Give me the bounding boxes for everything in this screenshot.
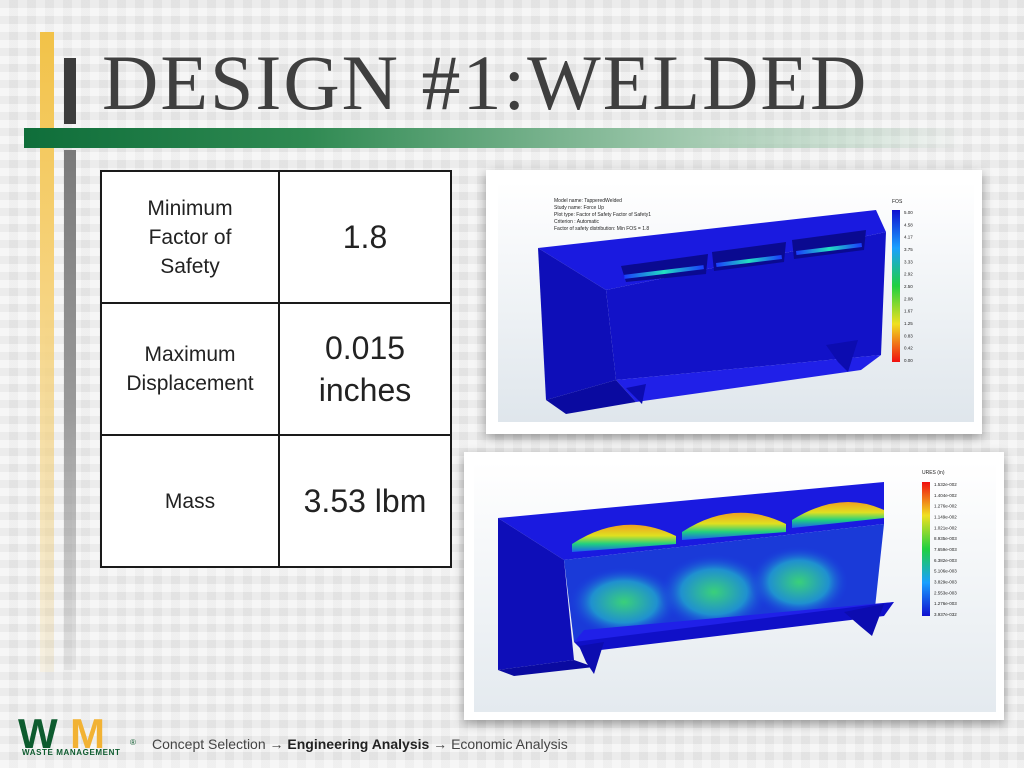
ures-legend-ticks: 1.532e-002 1.404e-002 1.276e-002 1.149e-002… bbox=[934, 482, 957, 617]
fos-info-line: Plot type: Factor of Safety Factor of Sa… bbox=[554, 212, 651, 218]
logo-letter-m: M bbox=[70, 712, 103, 757]
ures-color-bar bbox=[922, 482, 930, 616]
breadcrumb-concept-selection: Concept Selection bbox=[152, 736, 266, 752]
footer-breadcrumb: Concept Selection → Engineering Analysis… bbox=[152, 736, 568, 752]
legend-tick-label: 8.935e-003 bbox=[934, 536, 957, 541]
fos-info-line: Model name: TapperedWelded bbox=[554, 198, 622, 204]
legend-tick-label: 0.00 bbox=[904, 358, 913, 363]
waste-management-logo: W M bbox=[18, 712, 106, 757]
results-table: Minimum Factor of Safety 1.8 Maximum Dis… bbox=[100, 170, 452, 568]
fos-info-text: Model name: TapperedWelded Study name: F… bbox=[554, 198, 651, 232]
accent-bar-dark bbox=[64, 58, 76, 124]
legend-tick-label: 6.382e-003 bbox=[934, 558, 957, 563]
min-fos-value: 1.8 bbox=[278, 170, 452, 304]
logo-company-name: WASTE MANAGEMENT bbox=[22, 748, 121, 757]
legend-tick-label: 1.021e-002 bbox=[934, 525, 957, 530]
table-row: Maximum Displacement 0.015 inches bbox=[100, 302, 452, 436]
legend-tick-label: 1.532e-002 bbox=[934, 482, 957, 487]
fos-plot-image: Model name: TapperedWelded Study name: F… bbox=[486, 170, 982, 434]
legend-tick-label: 3.75 bbox=[904, 247, 913, 252]
legend-tick-label: 0.83 bbox=[904, 333, 913, 338]
legend-tick-label: 2.08 bbox=[904, 296, 913, 301]
legend-tick-label: 3.829e-003 bbox=[934, 580, 957, 585]
breadcrumb-engineering-analysis: Engineering Analysis bbox=[287, 736, 430, 752]
legend-tick-label: 3.33 bbox=[904, 259, 913, 264]
legend-tick-label: 2.92 bbox=[904, 272, 913, 277]
table-row: Mass 3.53 lbm bbox=[100, 434, 452, 568]
fos-info-line: Study name: Force Up bbox=[554, 205, 604, 211]
title-underline bbox=[24, 128, 964, 148]
fos-legend-ticks: 5.00 4.58 4.17 3.75 3.33 2.92 2.50 2.08 1.67 1.25… bbox=[904, 210, 913, 363]
accent-bar-yellow bbox=[40, 32, 54, 672]
max-displacement-value: 0.015 inches bbox=[278, 302, 452, 436]
accent-bar-grey bbox=[64, 150, 76, 670]
legend-tick-label: 1.276e-002 bbox=[934, 504, 957, 509]
mass-value: 3.53 lbm bbox=[278, 434, 452, 568]
legend-tick-label: 7.659e-003 bbox=[934, 547, 957, 552]
fos-part-model bbox=[538, 210, 886, 414]
arrow-right-icon: → bbox=[433, 736, 448, 752]
ures-plot-image: URES (in) 1.532e-002 1.404e-002 1.276e-002… bbox=[464, 452, 1004, 720]
mass-label: Mass bbox=[100, 434, 280, 568]
ures-legend: URES (in) 1.532e-002 1.404e-002 1.276e-002… bbox=[922, 470, 957, 617]
ures-part-model bbox=[498, 482, 894, 676]
fos-color-bar bbox=[892, 210, 900, 362]
legend-tick-label: 1.276e-003 bbox=[934, 601, 957, 606]
legend-tick-label: 5.00 bbox=[904, 210, 913, 215]
min-fos-label: Minimum Factor of Safety bbox=[100, 170, 280, 304]
legend-tick-label: 1.404e-002 bbox=[934, 493, 957, 498]
registered-mark: ® bbox=[130, 738, 136, 747]
legend-tick-label: 4.58 bbox=[904, 222, 913, 227]
legend-tick-label: 5.106e-003 bbox=[934, 569, 957, 574]
fos-legend-title: FOS bbox=[892, 199, 903, 205]
legend-tick-label: 3.937e-032 bbox=[934, 612, 957, 617]
legend-tick-label: 1.149e-002 bbox=[934, 515, 957, 520]
slide-title: DESIGN #1:WELDED bbox=[102, 39, 869, 126]
fos-info-line: Factor of safety distribution: Min FOS =… bbox=[554, 226, 649, 232]
max-displacement-label: Maximum Displacement bbox=[100, 302, 280, 436]
legend-tick-label: 1.25 bbox=[904, 321, 913, 326]
fos-legend: FOS 5.00 4.58 4.17 3.75 3.33 2.92 2.50 2.08 1.67… bbox=[892, 199, 913, 363]
legend-tick-label: 0.42 bbox=[904, 346, 913, 351]
legend-tick-label: 2.553e-003 bbox=[934, 590, 957, 595]
legend-tick-label: 2.50 bbox=[904, 284, 913, 289]
logo-letter-w: W bbox=[18, 712, 58, 757]
legend-tick-label: 4.17 bbox=[904, 235, 913, 240]
fos-info-line: Criterion : Automatic bbox=[554, 219, 600, 225]
arrow-right-icon: → bbox=[269, 736, 284, 752]
table-row: Minimum Factor of Safety 1.8 bbox=[100, 170, 452, 304]
ures-legend-title: URES (in) bbox=[922, 470, 945, 476]
breadcrumb-economic-analysis: Economic Analysis bbox=[451, 736, 568, 752]
legend-tick-label: 1.67 bbox=[904, 309, 913, 314]
